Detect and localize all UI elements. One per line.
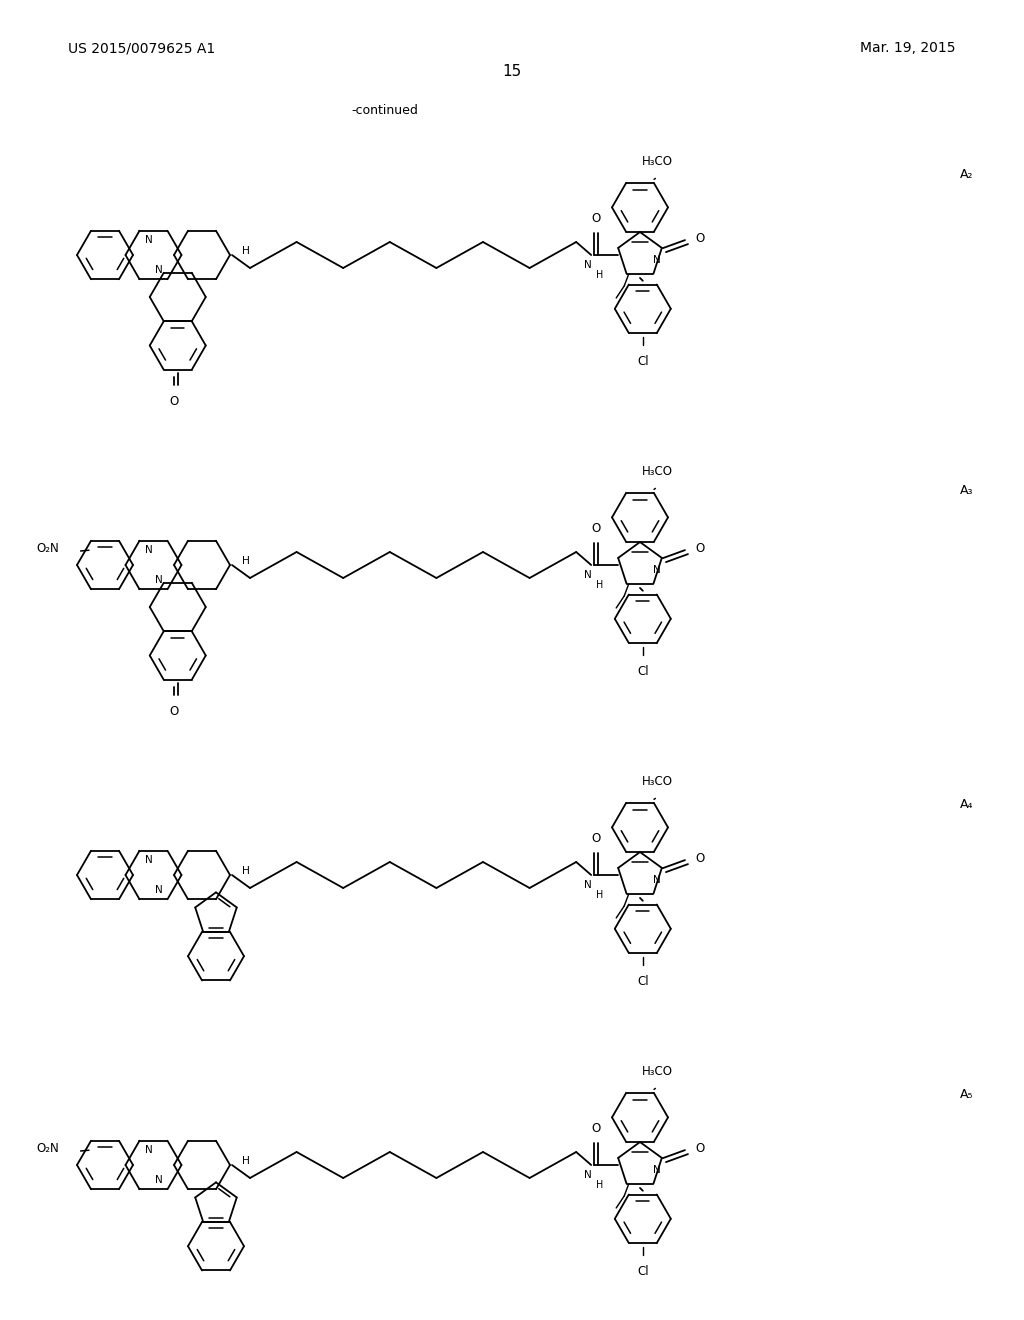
Text: H: H [596, 890, 603, 900]
Text: N: N [652, 565, 660, 574]
Text: Cl: Cl [637, 974, 648, 987]
Text: N: N [585, 260, 592, 271]
Text: N: N [155, 886, 163, 895]
Text: H: H [242, 866, 250, 876]
Text: H: H [596, 1180, 603, 1191]
Text: H: H [242, 1156, 250, 1166]
Text: Cl: Cl [637, 665, 648, 677]
Text: N: N [585, 1170, 592, 1180]
Text: -continued: -continued [351, 103, 419, 116]
Text: N: N [585, 880, 592, 890]
Text: A₂: A₂ [961, 169, 974, 181]
Text: N: N [155, 576, 163, 585]
Text: H: H [596, 579, 603, 590]
Text: O: O [695, 231, 705, 244]
Text: N: N [652, 1164, 660, 1175]
Text: N: N [155, 265, 163, 276]
Text: O: O [695, 541, 705, 554]
Text: H₃CO: H₃CO [642, 156, 673, 169]
Text: N: N [144, 235, 153, 244]
Text: N: N [585, 570, 592, 579]
Text: A₃: A₃ [961, 483, 974, 496]
Text: N: N [144, 545, 153, 554]
Text: Cl: Cl [637, 1265, 648, 1278]
Text: Mar. 19, 2015: Mar. 19, 2015 [860, 41, 956, 55]
Text: O: O [169, 396, 178, 408]
Text: 15: 15 [503, 65, 521, 79]
Text: H₃CO: H₃CO [642, 1065, 673, 1078]
Text: H₃CO: H₃CO [642, 466, 673, 478]
Text: O: O [592, 521, 601, 535]
Text: Cl: Cl [637, 355, 648, 368]
Text: O: O [592, 1122, 601, 1135]
Text: O: O [169, 705, 178, 718]
Text: O: O [592, 832, 601, 845]
Text: N: N [144, 1144, 153, 1155]
Text: N: N [144, 854, 153, 865]
Text: US 2015/0079625 A1: US 2015/0079625 A1 [68, 41, 215, 55]
Text: O: O [695, 1142, 705, 1155]
Text: N: N [652, 875, 660, 884]
Text: H₃CO: H₃CO [642, 775, 673, 788]
Text: O₂N: O₂N [36, 541, 59, 554]
Text: N: N [155, 1175, 163, 1185]
Text: O: O [695, 851, 705, 865]
Text: A₄: A₄ [961, 799, 974, 812]
Text: N: N [652, 255, 660, 264]
Text: O₂N: O₂N [36, 1142, 59, 1155]
Text: H: H [596, 271, 603, 280]
Text: H: H [242, 556, 250, 566]
Text: H: H [242, 246, 250, 256]
Text: O: O [592, 213, 601, 224]
Text: A₅: A₅ [961, 1089, 974, 1101]
